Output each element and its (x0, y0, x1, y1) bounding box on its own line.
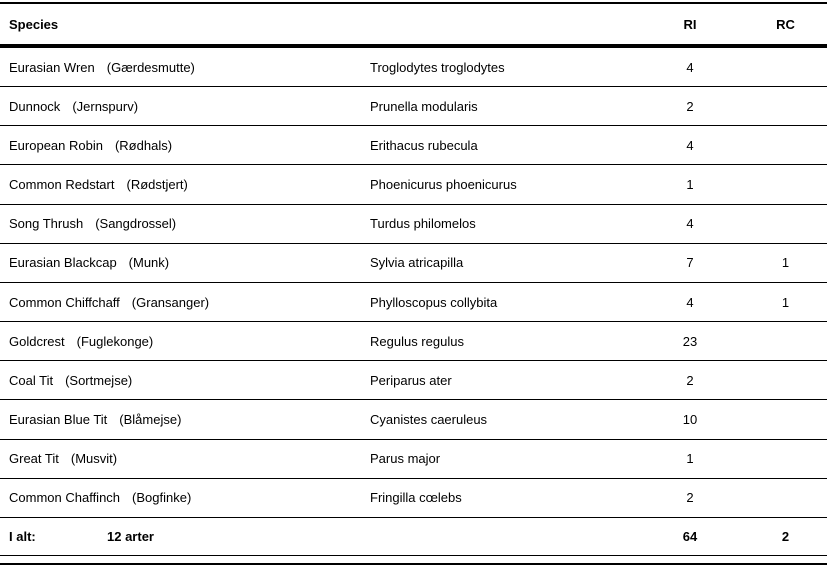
ri-value: 2 (686, 490, 694, 506)
scientific-name: Periparus ater (370, 372, 452, 388)
scientific-name: Erithacus rubecula (370, 137, 478, 153)
ri-value: 7 (686, 255, 694, 271)
header-rule (0, 44, 827, 48)
scientific-name: Sylvia atricapilla (370, 255, 464, 271)
total-label: I alt: (9, 528, 36, 544)
scientific-name: Phylloscopus collybita (370, 294, 498, 310)
ri-value: 4 (686, 137, 694, 153)
species-danish-name: (Fuglekonge) (76, 333, 154, 349)
scientific-name: Regulus regulus (370, 333, 464, 349)
top-rule (0, 2, 827, 4)
scientific-name: Fringilla cœlebs (370, 490, 462, 506)
species-danish-name: (Sortmejse) (65, 372, 133, 388)
bottom-rule (0, 562, 827, 565)
species-danish-name: (Blåmejse) (119, 411, 182, 427)
rc-value: 1 (781, 294, 790, 310)
species-name-cell: Common Redstart (Rødstjert) (0, 177, 370, 192)
ri-total: 64 (682, 528, 698, 544)
species-danish-name: (Bogfinke) (132, 490, 192, 506)
scientific-name: Parus major (370, 451, 441, 467)
species-common-name: Dunnock (9, 98, 61, 114)
species-danish-name: (Munk) (128, 255, 170, 271)
table-row: Great Tit (Musvit) Parus major 1 (0, 440, 827, 479)
species-name-cell: Dunnock (Jernspurv) (0, 99, 370, 114)
species-name-cell: Coal Tit (Sortmejse) (0, 373, 370, 388)
scientific-name: Phoenicurus phoenicurus (370, 177, 517, 193)
species-name-cell: Eurasian Blackcap (Munk) (0, 255, 370, 270)
species-name-cell: Common Chiffchaff (Gransanger) (0, 295, 370, 310)
species-danish-name: (Jernspurv) (72, 98, 139, 114)
species-name-cell: Common Chaffinch (Bogfinke) (0, 490, 370, 505)
species-name-cell: Song Thrush (Sangdrossel) (0, 216, 370, 231)
table-row: Dunnock (Jernspurv) Prunella modularis 2 (0, 87, 827, 127)
species-common-name: Eurasian Blackcap (9, 255, 117, 271)
ri-value: 2 (686, 98, 694, 114)
table-row: Eurasian Blue Tit (Blåmejse) Cyanistes ca… (0, 400, 827, 440)
table-row: Eurasian Wren (Gærdesmutte) Troglodytes t… (0, 48, 827, 88)
column-header-ri: RI (683, 16, 697, 32)
table-row: European Robin (Rødhals) Erithacus rubecu… (0, 126, 827, 166)
species-danish-name: (Rødstjert) (126, 177, 188, 193)
totals-cell: I alt: 12 arter (0, 529, 650, 544)
scientific-name: Turdus philomelos (370, 216, 476, 232)
species-common-name: Common Redstart (9, 177, 115, 193)
table-row: Song Thrush (Sangdrossel) Turdus philomel… (0, 205, 827, 244)
species-danish-name: (Gærdesmutte) (106, 59, 195, 75)
ri-value: 23 (682, 333, 698, 349)
species-name-cell: Eurasian Blue Tit (Blåmejse) (0, 412, 370, 427)
table-header-row: Species RI RC (0, 4, 827, 44)
species-danish-name: (Rødhals) (114, 137, 173, 153)
bottom-gap (0, 556, 827, 563)
totals-row: I alt: 12 arter 64 2 (0, 518, 827, 556)
table-row: Common Redstart (Rødstjert) Phoenicurus p… (0, 165, 827, 205)
species-name-cell: European Robin (Rødhals) (0, 138, 370, 153)
table-row: Coal Tit (Sortmejse) Periparus ater 2 (0, 361, 827, 401)
scientific-name: Troglodytes troglodytes (370, 59, 505, 75)
species-common-name: Great Tit (9, 451, 59, 467)
species-name-cell: Goldcrest (Fuglekonge) (0, 334, 370, 349)
species-common-name: Coal Tit (9, 372, 54, 388)
rc-value: 1 (781, 255, 790, 271)
species-common-name: Song Thrush (9, 216, 84, 232)
ri-value: 4 (686, 216, 694, 232)
column-header-rc: RC (776, 16, 795, 32)
rc-total: 2 (781, 528, 790, 544)
species-common-name: Common Chiffchaff (9, 294, 120, 310)
ri-value: 2 (686, 372, 694, 388)
species-common-name: European Robin (9, 137, 103, 153)
species-danish-name: (Musvit) (70, 451, 118, 467)
species-common-name: Goldcrest (9, 333, 65, 349)
column-header-species: Species (9, 16, 59, 32)
table-row: Goldcrest (Fuglekonge) Regulus regulus 23 (0, 322, 827, 362)
species-common-name: Common Chaffinch (9, 490, 121, 506)
species-count: 12 arter (107, 528, 154, 544)
ri-value: 4 (686, 59, 694, 75)
ri-value: 10 (682, 411, 698, 427)
ri-value: 1 (686, 177, 694, 193)
scientific-name: Prunella modularis (370, 98, 478, 114)
species-common-name: Eurasian Wren (9, 59, 95, 75)
species-name-cell: Great Tit (Musvit) (0, 451, 370, 466)
scientific-name: Cyanistes caeruleus (370, 411, 488, 427)
species-name-cell: Eurasian Wren (Gærdesmutte) (0, 60, 370, 75)
ri-value: 1 (686, 451, 694, 467)
table-row: Eurasian Blackcap (Munk) Sylvia atricapil… (0, 244, 827, 283)
ri-value: 4 (686, 294, 694, 310)
species-danish-name: (Gransanger) (131, 294, 210, 310)
table-row: Common Chiffchaff (Gransanger) Phylloscop… (0, 283, 827, 323)
species-danish-name: (Sangdrossel) (95, 216, 177, 232)
species-common-name: Eurasian Blue Tit (9, 411, 108, 427)
table-row: Common Chaffinch (Bogfinke) Fringilla cœl… (0, 479, 827, 518)
table-body: Eurasian Wren (Gærdesmutte) Troglodytes t… (0, 48, 827, 518)
species-ringing-table: Species RI RC Eurasian Wren (Gærdesmutte)… (0, 2, 827, 565)
